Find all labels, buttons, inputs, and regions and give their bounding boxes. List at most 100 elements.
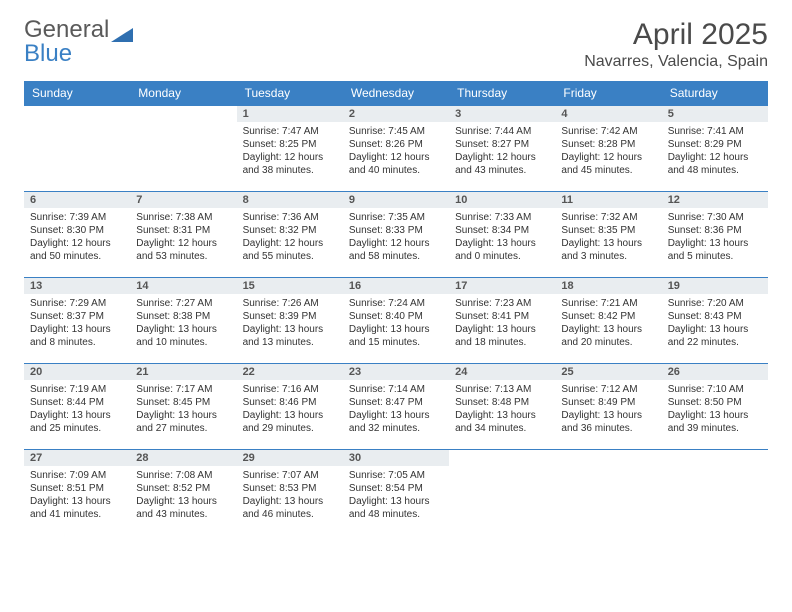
- day-number: 29: [237, 450, 343, 466]
- calendar-day-cell: 21Sunrise: 7:17 AMSunset: 8:45 PMDayligh…: [130, 364, 236, 450]
- calendar-empty-cell: ..: [555, 450, 661, 536]
- day-details: Sunrise: 7:47 AMSunset: 8:25 PMDaylight:…: [237, 122, 343, 181]
- logo-word-general: General: [24, 18, 109, 42]
- logo-word-blue: Blue: [24, 40, 72, 67]
- calendar-day-cell: 3Sunrise: 7:44 AMSunset: 8:27 PMDaylight…: [449, 106, 555, 192]
- day-details: Sunrise: 7:17 AMSunset: 8:45 PMDaylight:…: [130, 380, 236, 439]
- calendar-week-row: 27Sunrise: 7:09 AMSunset: 8:51 PMDayligh…: [24, 450, 768, 536]
- calendar-page: GeneralBlue April 2025 Navarres, Valenci…: [0, 0, 792, 554]
- day-number: 5: [662, 106, 768, 122]
- day-details: Sunrise: 7:24 AMSunset: 8:40 PMDaylight:…: [343, 294, 449, 353]
- day-details: Sunrise: 7:44 AMSunset: 8:27 PMDaylight:…: [449, 122, 555, 181]
- calendar-day-cell: 11Sunrise: 7:32 AMSunset: 8:35 PMDayligh…: [555, 192, 661, 278]
- calendar-empty-cell: ..: [24, 106, 130, 192]
- weekday-header: Friday: [555, 81, 661, 106]
- calendar-day-cell: 30Sunrise: 7:05 AMSunset: 8:54 PMDayligh…: [343, 450, 449, 536]
- day-number: 12: [662, 192, 768, 208]
- day-details: Sunrise: 7:07 AMSunset: 8:53 PMDaylight:…: [237, 466, 343, 525]
- page-location: Navarres, Valencia, Spain: [584, 53, 768, 71]
- calendar-day-cell: 24Sunrise: 7:13 AMSunset: 8:48 PMDayligh…: [449, 364, 555, 450]
- day-number: 15: [237, 278, 343, 294]
- weekday-header: Sunday: [24, 81, 130, 106]
- day-details: Sunrise: 7:35 AMSunset: 8:33 PMDaylight:…: [343, 208, 449, 267]
- day-details: Sunrise: 7:36 AMSunset: 8:32 PMDaylight:…: [237, 208, 343, 267]
- day-number: 6: [24, 192, 130, 208]
- day-details: Sunrise: 7:26 AMSunset: 8:39 PMDaylight:…: [237, 294, 343, 353]
- calendar-day-cell: 1Sunrise: 7:47 AMSunset: 8:25 PMDaylight…: [237, 106, 343, 192]
- calendar-header-row: SundayMondayTuesdayWednesdayThursdayFrid…: [24, 81, 768, 106]
- day-number: 22: [237, 364, 343, 380]
- day-details: Sunrise: 7:16 AMSunset: 8:46 PMDaylight:…: [237, 380, 343, 439]
- day-details: Sunrise: 7:19 AMSunset: 8:44 PMDaylight:…: [24, 380, 130, 439]
- day-details: Sunrise: 7:39 AMSunset: 8:30 PMDaylight:…: [24, 208, 130, 267]
- day-details: Sunrise: 7:27 AMSunset: 8:38 PMDaylight:…: [130, 294, 236, 353]
- day-details: Sunrise: 7:45 AMSunset: 8:26 PMDaylight:…: [343, 122, 449, 181]
- calendar-day-cell: 14Sunrise: 7:27 AMSunset: 8:38 PMDayligh…: [130, 278, 236, 364]
- day-details: Sunrise: 7:05 AMSunset: 8:54 PMDaylight:…: [343, 466, 449, 525]
- calendar-day-cell: 25Sunrise: 7:12 AMSunset: 8:49 PMDayligh…: [555, 364, 661, 450]
- calendar-table: SundayMondayTuesdayWednesdayThursdayFrid…: [24, 81, 768, 536]
- day-details: Sunrise: 7:20 AMSunset: 8:43 PMDaylight:…: [662, 294, 768, 353]
- calendar-day-cell: 5Sunrise: 7:41 AMSunset: 8:29 PMDaylight…: [662, 106, 768, 192]
- day-number: 4: [555, 106, 661, 122]
- day-details: Sunrise: 7:38 AMSunset: 8:31 PMDaylight:…: [130, 208, 236, 267]
- calendar-empty-cell: ..: [130, 106, 236, 192]
- day-number: 3: [449, 106, 555, 122]
- day-number: 30: [343, 450, 449, 466]
- day-details: Sunrise: 7:09 AMSunset: 8:51 PMDaylight:…: [24, 466, 130, 525]
- title-block: April 2025 Navarres, Valencia, Spain: [584, 18, 768, 71]
- day-number: 16: [343, 278, 449, 294]
- calendar-day-cell: 29Sunrise: 7:07 AMSunset: 8:53 PMDayligh…: [237, 450, 343, 536]
- day-number: 9: [343, 192, 449, 208]
- calendar-day-cell: 7Sunrise: 7:38 AMSunset: 8:31 PMDaylight…: [130, 192, 236, 278]
- day-details: Sunrise: 7:30 AMSunset: 8:36 PMDaylight:…: [662, 208, 768, 267]
- page-title: April 2025: [584, 18, 768, 51]
- day-number: 7: [130, 192, 236, 208]
- day-number: 2: [343, 106, 449, 122]
- day-number: 25: [555, 364, 661, 380]
- day-details: Sunrise: 7:23 AMSunset: 8:41 PMDaylight:…: [449, 294, 555, 353]
- day-number: 20: [24, 364, 130, 380]
- weekday-header: Monday: [130, 81, 236, 106]
- calendar-day-cell: 9Sunrise: 7:35 AMSunset: 8:33 PMDaylight…: [343, 192, 449, 278]
- calendar-week-row: ....1Sunrise: 7:47 AMSunset: 8:25 PMDayl…: [24, 106, 768, 192]
- day-number: 19: [662, 278, 768, 294]
- weekday-header: Thursday: [449, 81, 555, 106]
- calendar-week-row: 20Sunrise: 7:19 AMSunset: 8:44 PMDayligh…: [24, 364, 768, 450]
- day-details: Sunrise: 7:08 AMSunset: 8:52 PMDaylight:…: [130, 466, 236, 525]
- day-number: 26: [662, 364, 768, 380]
- day-number: 18: [555, 278, 661, 294]
- day-details: Sunrise: 7:33 AMSunset: 8:34 PMDaylight:…: [449, 208, 555, 267]
- calendar-day-cell: 20Sunrise: 7:19 AMSunset: 8:44 PMDayligh…: [24, 364, 130, 450]
- calendar-week-row: 13Sunrise: 7:29 AMSunset: 8:37 PMDayligh…: [24, 278, 768, 364]
- page-header: GeneralBlue April 2025 Navarres, Valenci…: [24, 18, 768, 71]
- day-number: 24: [449, 364, 555, 380]
- calendar-day-cell: 2Sunrise: 7:45 AMSunset: 8:26 PMDaylight…: [343, 106, 449, 192]
- day-details: Sunrise: 7:29 AMSunset: 8:37 PMDaylight:…: [24, 294, 130, 353]
- calendar-day-cell: 12Sunrise: 7:30 AMSunset: 8:36 PMDayligh…: [662, 192, 768, 278]
- weekday-header: Saturday: [662, 81, 768, 106]
- calendar-day-cell: 22Sunrise: 7:16 AMSunset: 8:46 PMDayligh…: [237, 364, 343, 450]
- calendar-day-cell: 6Sunrise: 7:39 AMSunset: 8:30 PMDaylight…: [24, 192, 130, 278]
- calendar-empty-cell: ..: [449, 450, 555, 536]
- weekday-header: Tuesday: [237, 81, 343, 106]
- day-number: 14: [130, 278, 236, 294]
- day-number: 13: [24, 278, 130, 294]
- day-number: 11: [555, 192, 661, 208]
- day-number: 8: [237, 192, 343, 208]
- day-number: 23: [343, 364, 449, 380]
- day-details: Sunrise: 7:32 AMSunset: 8:35 PMDaylight:…: [555, 208, 661, 267]
- calendar-day-cell: 26Sunrise: 7:10 AMSunset: 8:50 PMDayligh…: [662, 364, 768, 450]
- calendar-empty-cell: ..: [662, 450, 768, 536]
- logo-triangle-icon: [111, 26, 133, 42]
- calendar-body: ....1Sunrise: 7:47 AMSunset: 8:25 PMDayl…: [24, 106, 768, 536]
- calendar-day-cell: 15Sunrise: 7:26 AMSunset: 8:39 PMDayligh…: [237, 278, 343, 364]
- calendar-day-cell: 18Sunrise: 7:21 AMSunset: 8:42 PMDayligh…: [555, 278, 661, 364]
- day-details: Sunrise: 7:10 AMSunset: 8:50 PMDaylight:…: [662, 380, 768, 439]
- calendar-day-cell: 16Sunrise: 7:24 AMSunset: 8:40 PMDayligh…: [343, 278, 449, 364]
- calendar-day-cell: 19Sunrise: 7:20 AMSunset: 8:43 PMDayligh…: [662, 278, 768, 364]
- calendar-day-cell: 8Sunrise: 7:36 AMSunset: 8:32 PMDaylight…: [237, 192, 343, 278]
- weekday-header: Wednesday: [343, 81, 449, 106]
- calendar-day-cell: 17Sunrise: 7:23 AMSunset: 8:41 PMDayligh…: [449, 278, 555, 364]
- calendar-week-row: 6Sunrise: 7:39 AMSunset: 8:30 PMDaylight…: [24, 192, 768, 278]
